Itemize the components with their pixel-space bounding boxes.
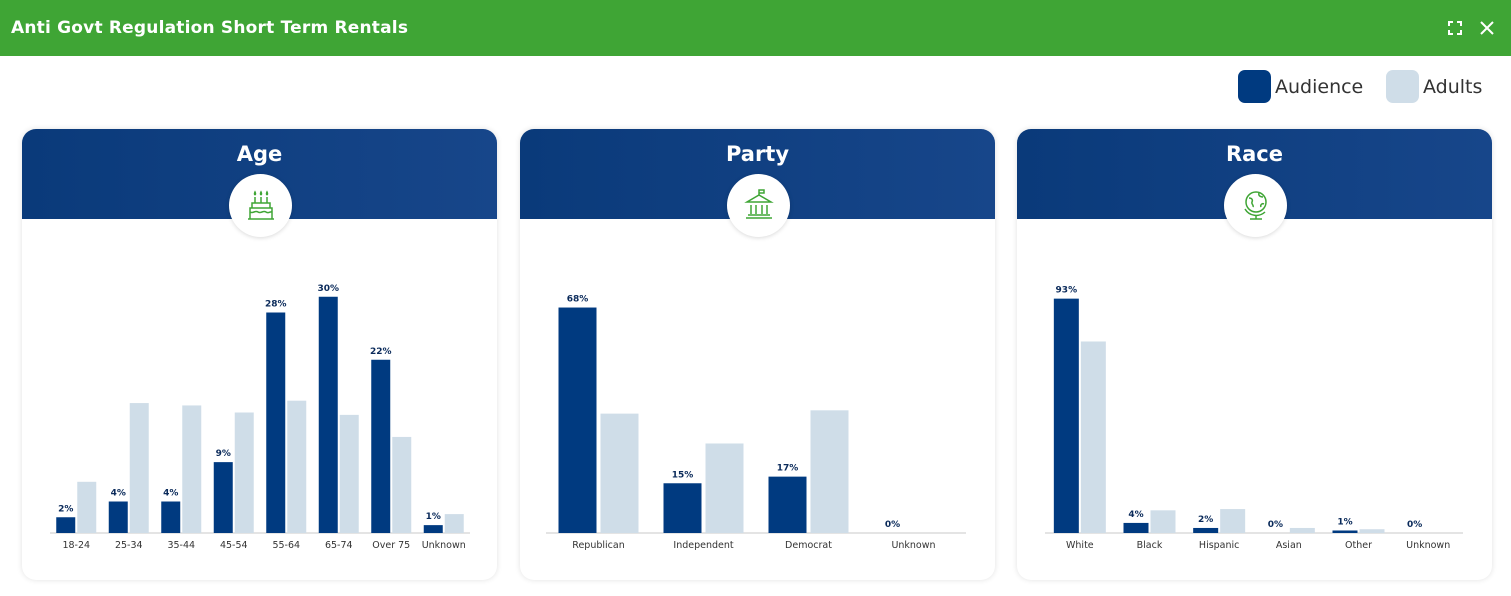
adults-bar [392,436,412,533]
audience-bar [1123,522,1149,533]
tick-label: 18-24 [62,540,90,551]
data-label: 22% [370,347,392,357]
audience-bar [371,359,391,533]
title-bar: Anti Govt Regulation Short Term Rentals [0,0,1511,56]
data-label: 4% [1128,510,1143,520]
adults-bar [287,400,307,533]
adults-swatch [1386,70,1419,103]
adults-bar [1289,527,1315,533]
audience-bar [423,525,443,533]
audience-bar [56,517,76,533]
close-icon[interactable] [1478,19,1496,37]
tick-label: Unknown [422,540,466,551]
card-icon-badge [1223,174,1287,237]
audience-bar [1053,298,1079,533]
tick-label: White [1066,540,1094,551]
adults-bar [444,514,464,533]
audience-bar [1193,527,1219,533]
audience-bar [266,312,286,533]
adults-bar [1080,341,1106,533]
audience-bar [318,296,338,533]
data-label: 68% [567,295,589,305]
data-label: 28% [265,300,287,310]
data-label: 4% [163,489,178,499]
adults-bar [129,403,149,533]
tick-label: Over 75 [372,540,410,551]
adults-bar [1359,529,1385,533]
audience-swatch [1238,70,1271,103]
legend-label-adults: Adults [1423,75,1483,98]
data-label: 17% [777,464,799,474]
data-label: 15% [672,470,694,480]
data-label: 0% [1407,520,1422,530]
adults-bar [600,413,639,533]
tick-label: 55-64 [272,540,300,551]
window-title: Anti Govt Regulation Short Term Rentals [11,18,409,38]
data-label: 0% [1268,520,1283,530]
data-label: 30% [317,284,339,294]
tick-label: Democrat [785,540,832,551]
audience-bar [213,462,233,533]
adults-bar [810,410,849,533]
tick-label: Asian [1276,540,1302,551]
data-label: 1% [426,512,441,522]
card-icon-badge [726,174,790,237]
tick-label: Hispanic [1199,540,1239,551]
audience-bar [108,501,128,533]
legend-label-audience: Audience [1275,75,1364,98]
party-card: Party 68% Republican 15% Independent 17% Demo… [520,129,995,580]
adults-bar [339,414,359,533]
data-label: 2% [58,504,73,514]
expand-icon[interactable] [1446,19,1464,37]
audience-bar [663,483,702,533]
tick-label: Independent [673,540,733,551]
tick-label: Black [1137,540,1163,551]
tick-label: 25-34 [115,540,143,551]
tick-label: Other [1345,540,1372,551]
race-chart: 93% White 4% Black 2% Hispanic 0% Asian 1% Other 0… [1045,286,1463,551]
data-label: 0% [885,520,900,530]
adults-bar [1150,510,1176,533]
party-chart: 68% Republican 15% Independent 17% Democrat 0%… [546,295,966,551]
adults-bar [77,481,97,533]
tick-label: Republican [572,540,624,551]
audience-bar [161,501,181,533]
race-card: Race 93% White 4% Black 2% Hispanic 0% Asian 1% O… [1017,129,1492,580]
adults-bar [182,405,202,533]
tick-label: Unknown [1406,540,1450,551]
legend-item-audience: Audience [1238,70,1363,103]
legend-item-adults: Adults [1386,70,1482,103]
tick-label: 35-44 [167,540,195,551]
card-icon-badge [228,174,292,237]
data-label: 93% [1056,286,1078,296]
audience-bar [1332,530,1358,533]
adults-bar [705,443,744,533]
adults-bar [234,412,254,533]
tick-label: 45-54 [220,540,248,551]
data-label: 1% [1337,517,1352,527]
adults-bar [1220,509,1246,533]
card-title: Party [725,142,790,166]
audience-bar [768,476,807,533]
card-title: Age [236,142,283,166]
tick-label: Unknown [891,540,935,551]
tick-label: 65-74 [325,540,353,551]
data-label: 2% [1198,515,1213,525]
age-card: Age 2% 18-24 4% 25-34 4% 35-44 9% 45-54 28% 55-64… [22,129,497,580]
audience-bar [558,307,597,533]
data-label: 4% [111,489,126,499]
data-label: 9% [216,449,231,459]
age-chart: 2% 18-24 4% 25-34 4% 35-44 9% 45-54 28% 55-64 30% 6… [50,284,470,551]
card-title: Race [1225,142,1284,166]
